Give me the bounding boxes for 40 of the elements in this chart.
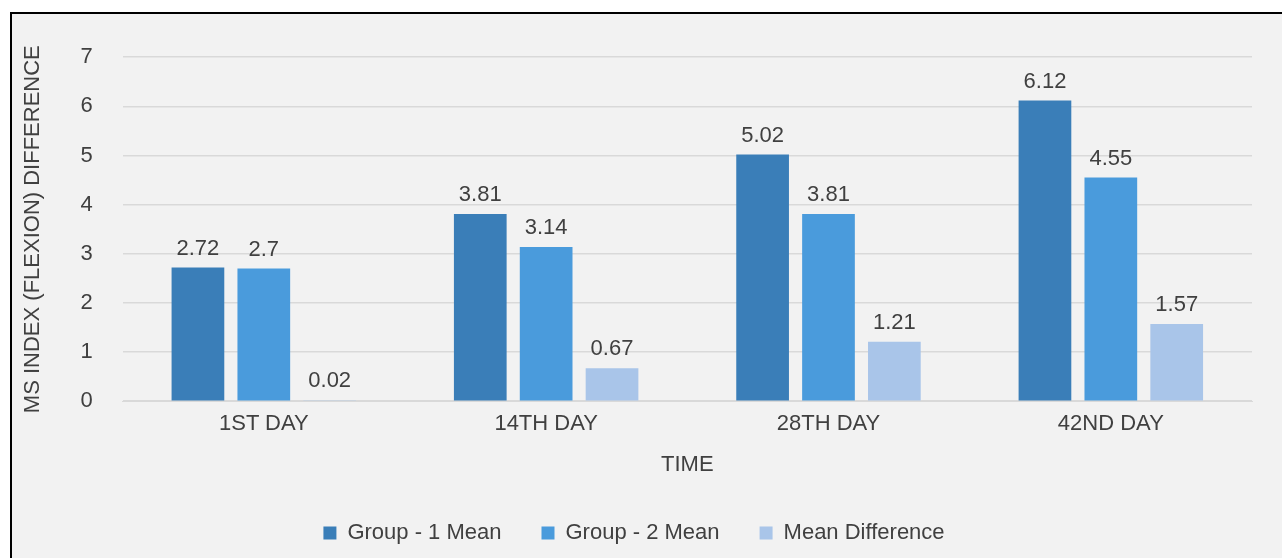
x-tick-label: 1ST DAY <box>218 410 309 436</box>
x-tick-label: 28TH DAY <box>776 410 881 436</box>
y-axis-title: MS INDEX (FLEXION) DIFFERENCE <box>19 45 45 414</box>
data-label: 5.02 <box>741 121 785 147</box>
legend-label: Group - 1 Mean <box>347 519 502 545</box>
bar <box>519 246 573 401</box>
y-tick-label: 4 <box>80 190 93 216</box>
bar <box>1018 100 1072 401</box>
y-tick-label: 5 <box>80 141 93 167</box>
legend-label: Mean Difference <box>783 519 945 545</box>
y-tick-label: 6 <box>80 92 93 118</box>
bar <box>1150 324 1204 401</box>
y-tick-label: 2 <box>80 288 93 314</box>
data-label: 0.02 <box>308 367 352 393</box>
data-label: 3.81 <box>458 181 502 207</box>
data-label: 0.67 <box>590 335 634 361</box>
data-label: 2.72 <box>176 234 220 260</box>
x-tick-label: 14TH DAY <box>494 410 599 436</box>
data-label: 2.7 <box>248 235 280 261</box>
legend-label: Group - 2 Mean <box>565 519 720 545</box>
data-label: 6.12 <box>1023 67 1067 93</box>
bar <box>171 267 225 401</box>
data-label: 3.81 <box>807 181 850 207</box>
y-tick-label: 7 <box>80 43 93 69</box>
y-tick-label: 0 <box>80 387 93 413</box>
data-label: 3.14 <box>524 213 568 239</box>
x-tick-label: 42ND DAY <box>1057 410 1165 436</box>
bar <box>736 154 789 401</box>
y-tick-label: 1 <box>80 338 93 364</box>
data-label: 1.21 <box>872 308 916 334</box>
data-label: 4.55 <box>1089 144 1133 170</box>
bar <box>237 268 291 401</box>
bar <box>868 341 921 401</box>
data-label: 1.57 <box>1155 291 1199 317</box>
y-tick-label: 3 <box>80 239 93 265</box>
x-axis-title: TIME <box>661 450 714 476</box>
bar <box>802 213 855 401</box>
bar <box>453 213 507 401</box>
bar <box>585 368 639 401</box>
bar <box>1084 177 1138 401</box>
